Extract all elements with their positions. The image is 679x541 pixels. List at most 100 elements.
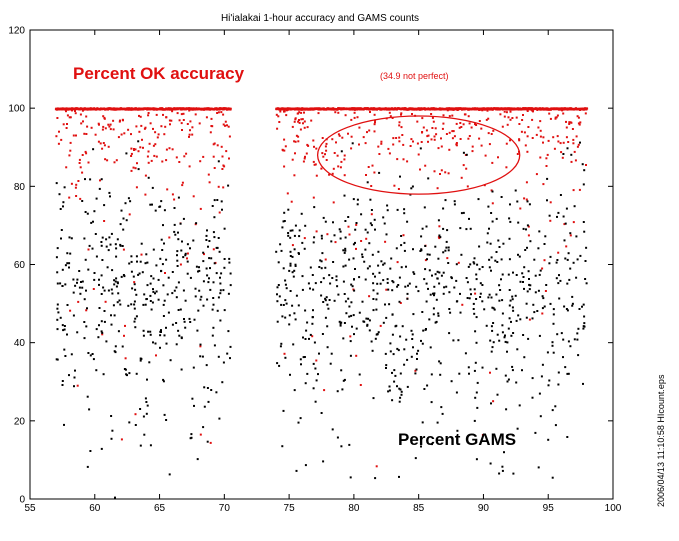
accuracy-point <box>484 154 487 157</box>
accuracy-point <box>104 158 107 161</box>
accuracy-point <box>99 142 102 145</box>
gams-point <box>194 287 197 290</box>
gams-point <box>472 308 475 310</box>
gams-point <box>215 272 218 275</box>
accuracy-point <box>455 142 458 144</box>
gams-point <box>61 268 64 271</box>
accuracy-point <box>56 117 59 119</box>
accuracy-point <box>180 113 183 116</box>
gams-point <box>219 276 221 279</box>
gams-point <box>202 280 205 283</box>
accuracy-point <box>325 159 328 161</box>
gams-point <box>450 380 453 383</box>
gams-point <box>137 273 140 276</box>
gams-point <box>293 312 296 315</box>
accuracy-point <box>353 116 356 119</box>
accuracy-point <box>451 114 454 117</box>
gams-point <box>182 289 185 292</box>
gams-point <box>488 227 490 230</box>
gams-point <box>298 235 301 238</box>
gams-point <box>159 346 161 349</box>
gams-point <box>202 304 205 307</box>
accuracy-point <box>104 300 107 303</box>
gams-point <box>430 373 433 376</box>
gams-point <box>568 278 571 281</box>
gams-point <box>351 325 353 328</box>
gams-point <box>576 332 579 335</box>
y-tick-label: 60 <box>14 260 26 271</box>
accuracy-point <box>75 195 78 197</box>
gams-point <box>93 272 96 274</box>
gams-point <box>109 195 111 198</box>
gams-point <box>425 225 428 228</box>
gams-point <box>407 284 409 287</box>
accuracy-point <box>565 245 568 248</box>
gams-point <box>512 309 515 312</box>
gams-point <box>469 263 472 266</box>
accuracy-point <box>112 119 115 122</box>
gams-point <box>282 220 285 223</box>
gams-point <box>330 240 333 243</box>
accuracy-point <box>203 253 205 256</box>
accuracy-point <box>421 131 423 134</box>
gams-point <box>149 333 152 336</box>
gams-point <box>453 286 456 289</box>
gams-point <box>518 255 521 258</box>
accuracy-point <box>474 292 477 295</box>
gams-point <box>114 280 117 283</box>
gams-point <box>391 399 394 402</box>
gams-point <box>524 249 527 251</box>
accuracy-point <box>109 128 112 131</box>
accuracy-point <box>65 166 68 169</box>
accuracy-point <box>337 111 340 114</box>
gams-point <box>499 289 502 291</box>
accuracy-point <box>212 248 215 251</box>
accuracy-point <box>459 138 462 140</box>
gams-point <box>447 262 450 264</box>
gams-point <box>228 257 231 260</box>
gams-point <box>284 299 287 302</box>
gams-point <box>199 298 202 301</box>
accuracy-point <box>137 150 140 153</box>
gams-point <box>376 282 379 285</box>
gams-point <box>538 334 541 337</box>
gams-point <box>501 324 504 327</box>
accuracy-point <box>577 116 580 119</box>
gams-point <box>491 346 494 349</box>
gams-point <box>372 309 375 312</box>
gams-point <box>465 277 468 279</box>
accuracy-point <box>283 138 286 141</box>
gams-point <box>378 171 381 174</box>
accuracy-point <box>446 109 449 112</box>
gams-point <box>567 372 570 375</box>
gams-point <box>188 317 191 320</box>
gams-point <box>429 293 432 296</box>
accuracy-point <box>421 117 424 120</box>
gams-point <box>361 256 364 258</box>
gams-point <box>324 297 327 300</box>
gams-point <box>91 247 94 250</box>
accuracy-point <box>519 207 522 210</box>
gams-point <box>300 363 302 366</box>
gams-point <box>515 319 518 322</box>
accuracy-point <box>426 135 429 138</box>
gams-point <box>81 280 84 283</box>
accuracy-point <box>69 141 72 144</box>
gams-point <box>208 240 211 242</box>
gams-point <box>397 284 400 286</box>
accuracy-point <box>66 114 69 117</box>
gams-point <box>276 300 279 303</box>
gams-point <box>433 285 436 288</box>
accuracy-point <box>130 147 133 150</box>
accuracy-point <box>480 107 482 110</box>
accuracy-point <box>178 161 181 163</box>
gams-point <box>304 464 307 467</box>
gams-point <box>555 277 558 280</box>
gams-point <box>382 263 385 266</box>
gams-point <box>403 363 406 366</box>
gams-point <box>115 255 118 258</box>
gams-point <box>142 334 145 337</box>
gams-point <box>531 317 534 320</box>
